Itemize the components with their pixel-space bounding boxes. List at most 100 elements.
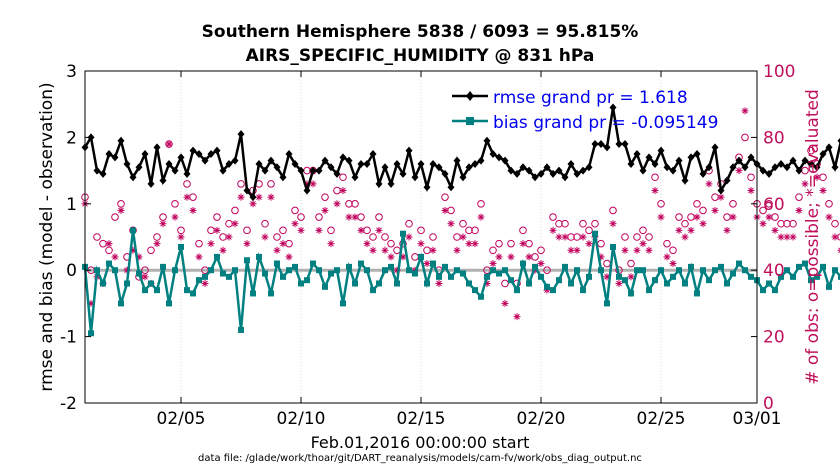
bias-point (460, 270, 466, 277)
star-stroke (118, 207, 124, 214)
bias-point (628, 290, 634, 297)
bias-point (232, 267, 238, 274)
right-tick-label: 80 (763, 128, 785, 148)
rmse-point (555, 166, 563, 175)
right-tick-label: 40 (763, 261, 785, 281)
possible-obs-marker (471, 226, 479, 235)
rmse-point (591, 140, 599, 149)
evaluated-obs-marker (675, 226, 683, 234)
left-tick-label: -2 (60, 394, 77, 414)
bias-point (742, 267, 748, 274)
bias-point (118, 300, 124, 307)
possible-obs-marker (243, 226, 251, 235)
rmse-point (387, 179, 395, 188)
star-stroke (694, 214, 700, 220)
rmse-point (315, 166, 323, 175)
bias-point (124, 280, 130, 287)
rmse-point (783, 163, 791, 172)
evaluated-obs-marker (177, 233, 185, 241)
evaluated-obs-marker (423, 260, 431, 268)
bias-point (502, 267, 508, 274)
evaluated-obs-marker (459, 233, 467, 241)
bias-point (298, 280, 304, 287)
bias-point (514, 287, 520, 294)
star-stroke (286, 254, 292, 260)
star-stroke (376, 227, 382, 234)
evaluated-obs-marker (819, 187, 827, 195)
evaluated-obs-marker (759, 220, 767, 228)
rmse-point (639, 166, 647, 175)
star-stroke (436, 280, 442, 287)
possible-obs-marker (195, 239, 203, 248)
evaluated-obs-marker (537, 260, 545, 268)
star-stroke (166, 141, 172, 147)
possible-obs-marker (831, 219, 839, 228)
possible-obs-marker (237, 180, 245, 188)
rmse-point (393, 159, 401, 168)
rmse-point (345, 156, 353, 165)
possible-obs-marker (579, 219, 587, 228)
star-stroke (604, 274, 610, 280)
rmse-point (573, 169, 581, 178)
possible-obs-marker (519, 226, 527, 235)
evaluated-obs-marker (333, 200, 341, 208)
possible-obs-marker (585, 226, 593, 235)
bias-point (544, 283, 550, 290)
rmse-point (285, 150, 293, 158)
evaluated-obs-marker (297, 226, 305, 234)
possible-obs-marker (231, 206, 239, 215)
bias-point (688, 263, 694, 270)
rmse-point (471, 159, 479, 168)
bias-point (820, 263, 826, 270)
bias-point (190, 290, 196, 297)
rmse-point (375, 179, 383, 188)
rmse-point (567, 159, 575, 168)
star-stroke (520, 240, 526, 247)
rmse-point (183, 169, 191, 178)
star-stroke (508, 254, 514, 260)
star-stroke (814, 174, 820, 181)
bias-point (430, 260, 436, 267)
star-stroke (706, 181, 712, 187)
bias-point (784, 267, 790, 274)
evaluated-obs-marker (783, 233, 791, 241)
possible-obs-marker (111, 213, 119, 221)
y-axis-label-right: # of obs: o=possible; *=evaluated (803, 89, 823, 385)
rmse-point (657, 146, 665, 155)
rmse-point (405, 146, 413, 155)
possible-obs-marker (267, 180, 275, 188)
bias-point (532, 263, 538, 270)
star-stroke (340, 187, 346, 194)
rmse-point (729, 163, 737, 172)
evaluated-obs-marker (699, 220, 707, 228)
bias-point (838, 273, 840, 280)
evaluated-obs-marker (255, 193, 263, 201)
possible-obs-marker (789, 219, 797, 228)
rmse-point (507, 166, 515, 175)
possible-obs-marker (675, 213, 683, 221)
star-stroke (574, 247, 580, 254)
evaluated-obs-marker (741, 107, 749, 115)
bias-point (202, 273, 208, 280)
rmse-point (153, 143, 161, 152)
rmse-point (495, 153, 503, 162)
rmse-point (339, 153, 347, 162)
possible-obs-marker (651, 173, 659, 182)
star-stroke (214, 227, 220, 234)
evaluated-obs-marker (237, 193, 245, 201)
evaluated-obs-marker (387, 253, 395, 261)
star-stroke (172, 214, 178, 220)
star-stroke (322, 207, 328, 214)
possible-obs-marker (477, 200, 485, 208)
bias-point (802, 260, 808, 267)
rmse-point (681, 176, 689, 185)
possible-obs-marker (495, 239, 503, 248)
star-stroke (736, 167, 742, 174)
bias-point (376, 280, 382, 287)
possible-obs-marker (741, 133, 749, 142)
possible-obs-marker (747, 173, 755, 182)
star-stroke (670, 260, 676, 267)
star-stroke (688, 227, 694, 234)
bias-point (736, 260, 742, 267)
star-stroke (280, 240, 286, 247)
